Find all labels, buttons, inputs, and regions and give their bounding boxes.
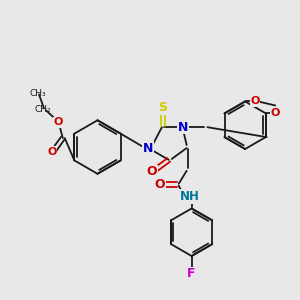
Text: O: O [271,108,280,118]
Text: N: N [178,121,188,134]
Text: N: N [143,142,153,154]
Text: NH: NH [180,190,200,203]
Text: CH₃: CH₃ [30,89,46,98]
Text: O: O [250,97,260,106]
Text: O: O [47,147,57,157]
Text: O: O [147,165,157,178]
Text: O: O [154,178,165,191]
Text: O: O [53,117,62,127]
Text: CH₂: CH₂ [35,105,51,114]
Text: S: S [158,101,167,114]
Text: F: F [188,267,196,280]
